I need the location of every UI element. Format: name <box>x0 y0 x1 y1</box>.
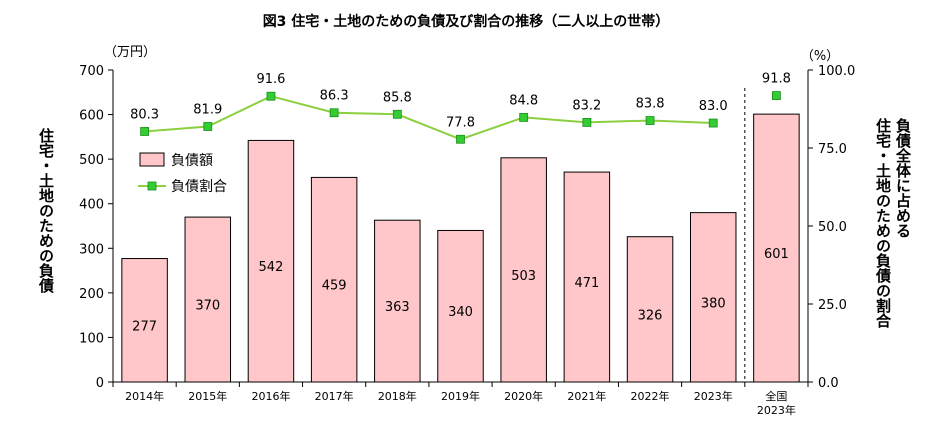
x-tick-label: 2022年 <box>631 389 670 403</box>
bar <box>753 113 800 383</box>
legend-line-label: 負債割合 <box>171 178 227 195</box>
x-tick-label: 2018年 <box>378 389 417 403</box>
bar-series: 277 370 542 459 363 340 503 471 326 380 601 <box>121 113 800 383</box>
legend-bar-swatch <box>139 152 165 167</box>
bar <box>184 216 232 383</box>
x-tick-label: 2016年 <box>251 389 290 403</box>
bar-value-label: 503 <box>511 269 536 284</box>
line-path <box>144 95 714 141</box>
line-value-label: 80.3 <box>130 107 159 122</box>
bar <box>247 139 295 383</box>
right-tick-label: 50.0 <box>818 220 847 235</box>
left-tick-label: 300 <box>79 242 104 257</box>
x-tick-label: 2021年 <box>567 389 606 403</box>
left-tick-label: 400 <box>79 198 104 213</box>
bar-value-label: 459 <box>322 279 347 294</box>
line-value-label: 81.9 <box>193 102 222 117</box>
line-value-label: 91.6 <box>256 72 285 87</box>
line-value-label: 77.8 <box>446 115 475 130</box>
x-tick-label: 2017年 <box>315 389 354 403</box>
left-tick-label: 100 <box>79 331 104 346</box>
bar <box>437 229 484 383</box>
axis-labels: 0 100 200 300 400 500 600 700 0.0 25.0 50.0 75.0 100… <box>37 64 912 417</box>
bar-value-label: 277 <box>132 319 157 334</box>
right-axis-unit: （%） <box>801 49 839 64</box>
x-tick-label: 2020年 <box>504 389 543 403</box>
left-axis-unit: （万円） <box>104 45 156 60</box>
line-marker <box>266 91 276 101</box>
line-series: 80.3 81.9 91.6 86.3 85.8 77.8 84.8 83.2 83.8 83.0… <box>130 72 791 144</box>
bar <box>563 171 611 383</box>
bar <box>374 219 421 383</box>
bar-value-label: 326 <box>638 308 663 323</box>
legend-line-marker <box>147 181 157 191</box>
line-marker <box>645 116 655 125</box>
bar-value-label: 380 <box>701 296 726 311</box>
line-marker <box>772 91 781 100</box>
bar <box>626 236 674 383</box>
line-marker <box>140 127 149 136</box>
left-axis-label: 住宅・土地のための負債 <box>37 127 55 294</box>
right-axis-label-line: 住宅・土地のための負債の割合 <box>874 117 892 329</box>
line-value-label: 91.8 <box>762 72 791 87</box>
line-marker <box>708 118 718 128</box>
bar <box>500 157 547 383</box>
line-marker <box>203 122 213 131</box>
bar-value-label: 370 <box>195 299 220 314</box>
x-tick-label: 全国 <box>765 389 787 403</box>
bar <box>689 212 737 383</box>
line-value-label: 83.8 <box>636 97 665 112</box>
line-marker <box>519 113 529 122</box>
bar <box>310 176 358 383</box>
bar-value-label: 363 <box>385 300 410 315</box>
line-value-label: 85.8 <box>383 90 412 105</box>
line-value-label: 84.8 <box>509 93 538 108</box>
x-tick-label: 2019年 <box>441 389 480 403</box>
left-tick-label: 600 <box>79 109 104 124</box>
line-marker <box>582 118 592 127</box>
right-tick-label: 75.0 <box>818 142 847 157</box>
right-axis-label-line: 負債全体に占める <box>894 117 912 238</box>
bar-value-label: 542 <box>259 260 284 275</box>
line-value-label: 83.0 <box>699 99 728 114</box>
x-tick-label: 2014年 <box>125 389 164 403</box>
line-marker <box>392 109 402 119</box>
bar-value-label: 601 <box>764 247 789 262</box>
right-tick-label: 100.0 <box>818 64 855 79</box>
line-marker <box>456 134 465 144</box>
line-value-label: 83.2 <box>572 98 601 113</box>
x-tick-label: 2023年 <box>694 389 733 403</box>
x-tick-label: 2015年 <box>188 389 227 403</box>
x-tick-label: 2023年 <box>757 403 796 417</box>
right-tick-label: 25.0 <box>818 298 847 313</box>
bar-value-label: 471 <box>574 276 599 291</box>
right-tick-label: 0.0 <box>818 376 839 391</box>
line-marker <box>329 108 339 118</box>
left-tick-label: 500 <box>79 153 104 168</box>
left-tick-label: 700 <box>79 64 104 79</box>
legend-bar-label: 負債額 <box>171 153 213 169</box>
line-value-label: 86.3 <box>320 89 349 104</box>
left-tick-label: 200 <box>79 287 104 302</box>
chart-title: 図3 住宅・土地のための負債及び割合の推移（二人以上の世帯） <box>263 13 670 30</box>
bar <box>121 258 168 383</box>
left-tick-label: 0 <box>96 376 104 391</box>
bar-value-label: 340 <box>448 305 473 320</box>
